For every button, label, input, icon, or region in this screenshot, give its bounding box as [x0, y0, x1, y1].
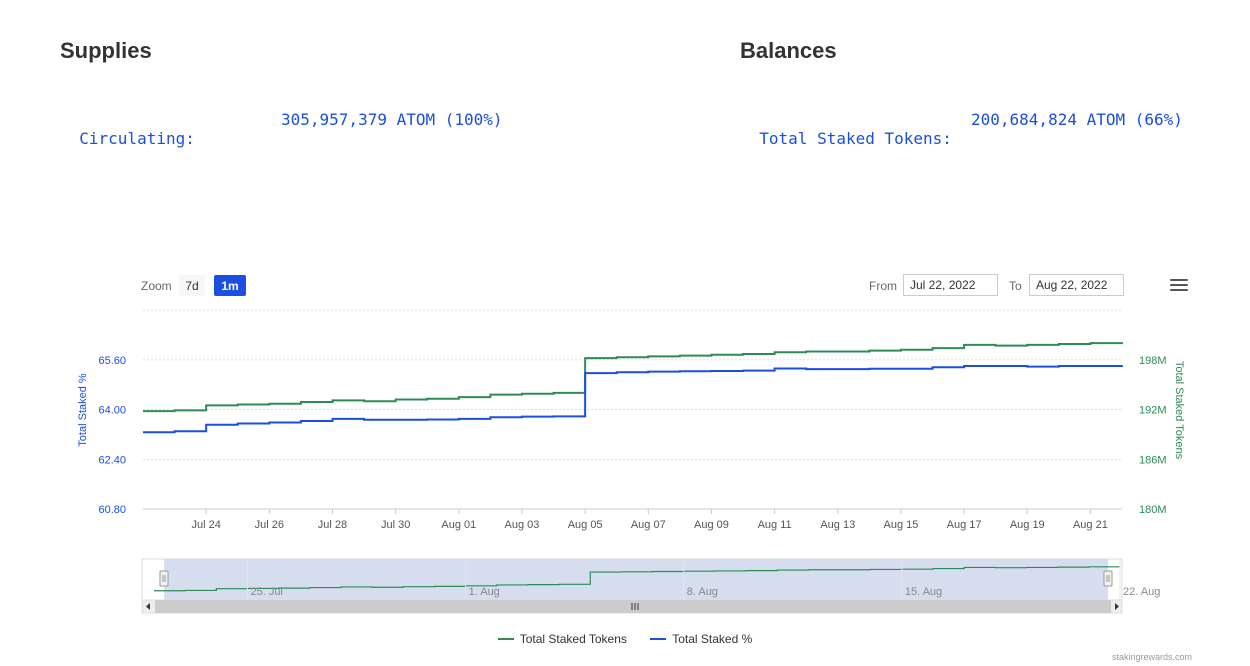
- chart-legend: Total Staked Tokens Total Staked %: [0, 629, 1250, 646]
- x-tick-label: Aug 05: [568, 519, 603, 531]
- series-line-staked-tokens: [143, 342, 1123, 413]
- x-tick-label: Aug 13: [820, 519, 855, 531]
- left-tick-label: 62.40: [98, 454, 126, 466]
- navigator: 25. Jul 1. Aug 8. Aug 15. Aug 22. Aug: [141, 558, 1160, 614]
- staked-label: Total Staked Tokens:: [759, 129, 952, 148]
- staked-stat: Total Staked Tokens: 200,684,824 ATOM (6…: [740, 110, 1183, 167]
- chart-series: [143, 342, 1123, 434]
- zoom-7d-button[interactable]: 7d: [179, 275, 205, 296]
- x-tick-label: Jul 26: [255, 519, 284, 531]
- scroll-right-arrow-icon[interactable]: [1115, 603, 1119, 610]
- navigator-tick-label: 15. Aug: [905, 586, 942, 598]
- right-axis-ticks: 180M 186M 192M 198M: [1139, 355, 1167, 516]
- right-tick-label: 198M: [1139, 355, 1167, 367]
- scrollbar-thumb[interactable]: [155, 600, 1111, 613]
- left-tick-label: 60.80: [98, 504, 126, 516]
- balances-title: Balances: [740, 38, 837, 63]
- navigator-tick-label: 1. Aug: [469, 586, 500, 598]
- left-axis-ticks: 60.80 62.40 64.00 65.60: [98, 355, 126, 516]
- legend-item-staked-percent[interactable]: Total Staked %: [650, 632, 752, 646]
- x-tick-label: Jul 24: [191, 519, 220, 531]
- x-tick-label: Aug 19: [1010, 519, 1045, 531]
- to-label: To: [1009, 279, 1022, 293]
- legend-swatch-staked-percent: [650, 638, 667, 640]
- credits-link[interactable]: stakingrewards.com: [1111, 652, 1192, 662]
- right-axis-title: Total Staked Tokens: [1173, 361, 1185, 460]
- left-axis-title: Total Staked %: [77, 373, 89, 447]
- from-label: From: [869, 279, 897, 293]
- legend-label-staked-tokens: Total Staked Tokens: [519, 632, 627, 646]
- from-date-input[interactable]: [903, 274, 998, 296]
- legend-swatch-staked-tokens: [497, 638, 514, 640]
- x-tick-label: Aug 01: [441, 519, 476, 531]
- zoom-label: Zoom: [141, 279, 172, 293]
- left-tick-label: 64.00: [98, 405, 126, 417]
- navigator-tick-label: 25. Jul: [250, 586, 282, 598]
- navigator-tick-label: 22. Aug: [1123, 586, 1160, 598]
- hamburger-menu-icon[interactable]: [1170, 279, 1188, 293]
- right-tick-label: 180M: [1139, 504, 1167, 516]
- x-tick-label: Jul 28: [318, 519, 347, 531]
- left-tick-label: 65.60: [98, 355, 126, 367]
- circulating-value: 305,957,379 ATOM (100%): [281, 110, 503, 129]
- navigator-series-line: [154, 566, 1121, 592]
- x-tick-label: Aug 17: [947, 519, 982, 531]
- navigator-right-handle[interactable]: [1103, 570, 1113, 587]
- supplies-title: Supplies: [60, 38, 152, 63]
- x-axis-ticks: Jul 24 Jul 26 Jul 28 Jul 30 Aug 01 Aug 03 Aug …: [143, 508, 1122, 531]
- chart-grid: [143, 309, 1122, 510]
- legend-label-staked-percent: Total Staked %: [672, 632, 753, 646]
- right-tick-label: 192M: [1139, 405, 1167, 417]
- navigator-selection: [164, 559, 1108, 600]
- x-tick-label: Aug 09: [694, 519, 729, 531]
- x-tick-label: Aug 07: [631, 519, 666, 531]
- x-tick-label: Jul 30: [381, 519, 410, 531]
- x-tick-label: Aug 21: [1073, 519, 1108, 531]
- legend-item-staked-tokens[interactable]: Total Staked Tokens: [497, 632, 627, 646]
- staked-value: 200,684,824 ATOM (66%): [971, 110, 1183, 129]
- zoom-1m-button[interactable]: 1m: [214, 275, 246, 296]
- navigator-left-handle[interactable]: [159, 570, 169, 587]
- scroll-left-arrow-icon[interactable]: [146, 603, 150, 610]
- circulating-label: Circulating:: [79, 129, 195, 148]
- navigator-tick-label: 8. Aug: [687, 586, 718, 598]
- circulating-stat: Circulating: 305,957,379 ATOM (100%): [60, 110, 502, 167]
- x-tick-label: Aug 03: [505, 519, 540, 531]
- x-tick-label: Aug 15: [883, 519, 918, 531]
- series-line-staked-percent: [143, 364, 1123, 434]
- x-tick-label: Aug 11: [758, 519, 792, 531]
- right-tick-label: 186M: [1139, 454, 1167, 466]
- to-date-input[interactable]: [1029, 274, 1124, 296]
